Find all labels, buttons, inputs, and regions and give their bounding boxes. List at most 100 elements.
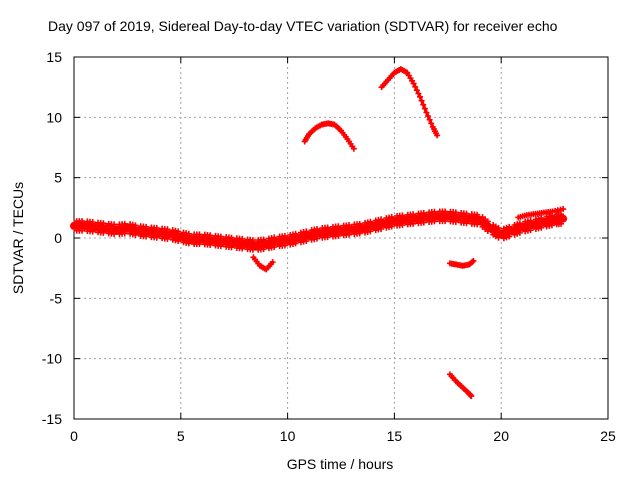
- data-point: [538, 224, 545, 231]
- data-point: [418, 97, 425, 104]
- data-point: [388, 213, 395, 220]
- data-point: [425, 113, 432, 120]
- data-point: [185, 240, 192, 247]
- data-point: [560, 206, 567, 213]
- x-tick-label: 20: [493, 428, 509, 444]
- data-point: [463, 220, 470, 227]
- data-point: [516, 229, 523, 236]
- data-point: [346, 222, 353, 229]
- data-point: [421, 105, 428, 112]
- data-point: [196, 241, 203, 248]
- data-point: [335, 232, 342, 239]
- data-point: [271, 234, 278, 241]
- x-tick-label: 15: [387, 428, 403, 444]
- data-point: [506, 223, 513, 230]
- y-tick-label: 0: [54, 230, 62, 246]
- data-point: [111, 231, 118, 238]
- data-point: [410, 220, 417, 227]
- data-point: [399, 222, 406, 229]
- data-point: [417, 93, 424, 100]
- data-point: [89, 219, 96, 226]
- data-point: [452, 209, 459, 216]
- data-point: [399, 212, 406, 219]
- y-tick-label: -15: [42, 411, 62, 427]
- data-point: [153, 234, 160, 241]
- data-point: [431, 218, 438, 225]
- data-point: [335, 223, 342, 230]
- data-point: [463, 210, 470, 217]
- data-point: [132, 231, 139, 238]
- data-point: [428, 120, 435, 127]
- x-tick-label: 10: [280, 428, 296, 444]
- data-point: [324, 224, 331, 231]
- data-point: [228, 234, 235, 241]
- data-point: [89, 228, 96, 235]
- data-point: [313, 225, 320, 232]
- data-point: [217, 233, 224, 240]
- data-point: [79, 227, 86, 234]
- x-tick-label: 25: [600, 428, 616, 444]
- data-point: [239, 245, 246, 252]
- data-point: [558, 220, 565, 227]
- data-point: [121, 230, 128, 237]
- data-point: [506, 233, 513, 240]
- data-point: [292, 240, 299, 247]
- data-point: [303, 228, 310, 235]
- x-tick-label: 5: [177, 428, 185, 444]
- y-tick-label: -5: [50, 290, 63, 306]
- y-tick-label: 5: [54, 170, 62, 186]
- data-point: [474, 221, 481, 228]
- data-point: [378, 225, 385, 232]
- data-point: [412, 83, 419, 90]
- data-point: [292, 230, 299, 237]
- y-tick-label: -10: [42, 351, 62, 367]
- data-point: [153, 225, 160, 232]
- data-point: [367, 218, 374, 225]
- data-point: [260, 246, 267, 253]
- data-point: [410, 80, 417, 87]
- data-point: [516, 220, 523, 227]
- data-point: [313, 235, 320, 242]
- data-point: [269, 259, 276, 266]
- data-point: [207, 232, 214, 239]
- x-tick-label: 0: [70, 428, 78, 444]
- data-point: [143, 223, 150, 230]
- data-point: [175, 228, 182, 235]
- data-point: [281, 232, 288, 239]
- data-point: [538, 215, 545, 222]
- data-point: [388, 223, 395, 230]
- data-point: [281, 242, 288, 249]
- data-point: [420, 101, 427, 108]
- data-point: [350, 145, 357, 152]
- data-point: [470, 257, 477, 264]
- data-point: [548, 222, 555, 229]
- y-tick-label: 10: [46, 109, 62, 125]
- data-point: [121, 220, 128, 227]
- y-axis-label: SDTVAR / TECUs: [10, 181, 26, 295]
- data-point: [100, 220, 107, 227]
- data-point: [420, 219, 427, 226]
- data-point: [468, 393, 475, 400]
- data-point: [324, 234, 331, 241]
- data-point: [474, 211, 481, 218]
- data-point: [175, 238, 182, 245]
- data-point: [469, 258, 476, 265]
- data-point: [196, 231, 203, 238]
- data-point: [452, 219, 459, 226]
- data-point: [228, 244, 235, 251]
- data-point: [484, 218, 491, 225]
- data-point: [303, 238, 310, 245]
- data-point: [207, 241, 214, 248]
- data-point: [426, 116, 433, 123]
- data-point: [527, 217, 534, 224]
- data-point: [132, 222, 139, 229]
- data-point: [410, 211, 417, 218]
- data-point: [495, 234, 502, 241]
- y-tick-label: 15: [46, 49, 62, 65]
- data-point: [346, 231, 353, 238]
- data-point: [356, 230, 363, 237]
- data-point: [413, 87, 420, 94]
- data-point: [164, 235, 171, 242]
- data-point: [239, 235, 246, 242]
